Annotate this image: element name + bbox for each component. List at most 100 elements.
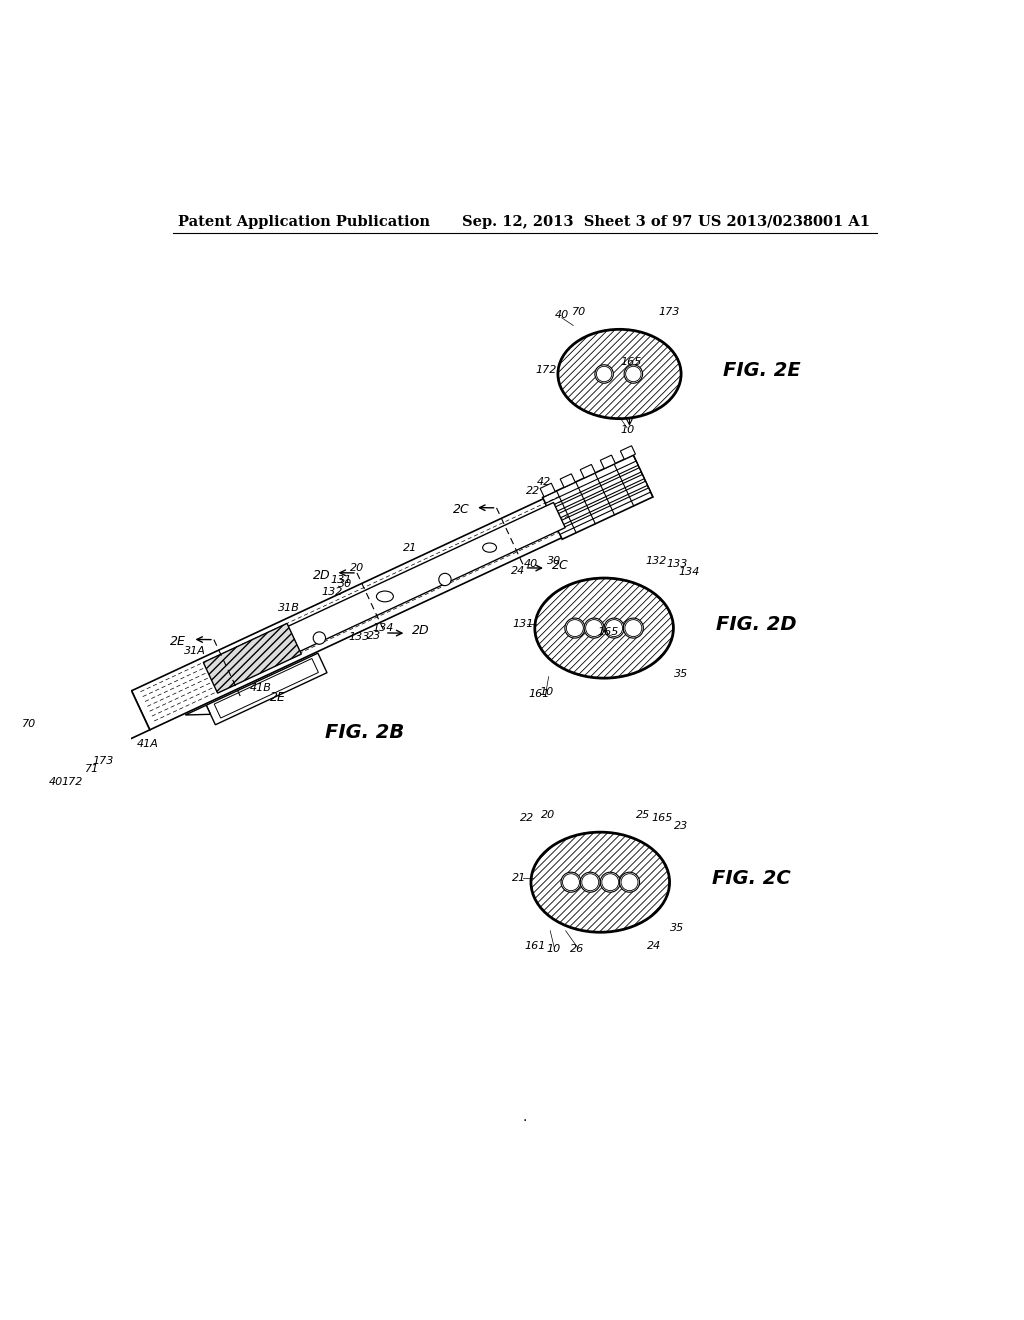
- Polygon shape: [552, 474, 644, 521]
- Text: 172: 172: [536, 366, 557, 375]
- Text: 10: 10: [547, 944, 561, 954]
- Text: 42: 42: [537, 477, 551, 487]
- Circle shape: [566, 619, 584, 636]
- Text: 133: 133: [348, 632, 370, 642]
- Text: 35: 35: [670, 924, 684, 933]
- Text: 31B: 31B: [279, 603, 300, 612]
- Text: 10: 10: [621, 425, 634, 436]
- Text: 35: 35: [674, 669, 688, 680]
- Text: 40: 40: [555, 310, 569, 321]
- Polygon shape: [621, 446, 636, 459]
- Text: 40: 40: [48, 777, 62, 787]
- Text: 20: 20: [541, 810, 555, 820]
- Circle shape: [586, 619, 602, 636]
- Polygon shape: [540, 483, 555, 496]
- Polygon shape: [555, 482, 647, 528]
- Text: 2D: 2D: [312, 569, 330, 582]
- Text: 172: 172: [61, 777, 83, 787]
- Text: 26: 26: [570, 944, 585, 954]
- Polygon shape: [549, 467, 641, 515]
- Circle shape: [562, 874, 580, 891]
- Text: Sep. 12, 2013  Sheet 3 of 97: Sep. 12, 2013 Sheet 3 of 97: [462, 215, 692, 228]
- Text: 2C: 2C: [453, 503, 469, 516]
- Ellipse shape: [377, 591, 393, 602]
- Text: 23: 23: [368, 631, 381, 642]
- Text: 165: 165: [621, 358, 642, 367]
- Text: FIG. 2C: FIG. 2C: [712, 869, 791, 888]
- Text: 71: 71: [85, 764, 99, 774]
- Polygon shape: [274, 503, 565, 657]
- Text: 21: 21: [512, 874, 526, 883]
- Circle shape: [582, 874, 599, 891]
- Text: 22: 22: [520, 813, 535, 824]
- Text: 173: 173: [93, 755, 114, 766]
- Text: US 2013/0238001 A1: US 2013/0238001 A1: [697, 215, 869, 228]
- Text: 100: 100: [624, 399, 647, 412]
- Text: 24: 24: [647, 941, 662, 952]
- Polygon shape: [206, 653, 327, 725]
- Circle shape: [581, 873, 600, 892]
- Text: 134: 134: [373, 623, 394, 632]
- Text: 134: 134: [678, 566, 699, 577]
- Text: 161: 161: [524, 941, 546, 952]
- Polygon shape: [185, 705, 211, 715]
- Polygon shape: [131, 488, 583, 730]
- Text: 131: 131: [513, 619, 534, 630]
- Ellipse shape: [482, 543, 497, 552]
- Circle shape: [604, 618, 625, 638]
- Polygon shape: [546, 461, 638, 508]
- Polygon shape: [558, 488, 650, 535]
- Ellipse shape: [439, 573, 452, 586]
- Text: 41A: 41A: [137, 738, 159, 748]
- Text: 24: 24: [511, 566, 524, 577]
- Circle shape: [626, 366, 641, 381]
- Circle shape: [602, 874, 618, 891]
- Polygon shape: [214, 659, 318, 718]
- Circle shape: [620, 873, 640, 892]
- Text: 2C: 2C: [552, 560, 568, 573]
- Text: 31A: 31A: [183, 645, 206, 656]
- Circle shape: [565, 618, 585, 638]
- Polygon shape: [55, 690, 150, 760]
- Text: 132: 132: [646, 556, 668, 566]
- Text: 2E: 2E: [170, 635, 186, 648]
- Polygon shape: [543, 455, 653, 540]
- Text: 23: 23: [674, 821, 688, 832]
- Polygon shape: [560, 474, 575, 487]
- Text: FIG. 2D: FIG. 2D: [716, 615, 797, 634]
- Text: 21: 21: [402, 543, 417, 553]
- Text: 2D: 2D: [412, 624, 429, 638]
- Circle shape: [584, 618, 604, 638]
- Text: 40: 40: [524, 560, 538, 569]
- Polygon shape: [204, 623, 301, 693]
- Text: 30: 30: [547, 556, 561, 566]
- Ellipse shape: [531, 832, 670, 932]
- Ellipse shape: [535, 578, 674, 678]
- Polygon shape: [581, 465, 595, 478]
- Text: FIG. 2E: FIG. 2E: [724, 360, 801, 380]
- Text: FIG. 2B: FIG. 2B: [326, 723, 404, 742]
- Ellipse shape: [313, 632, 326, 644]
- Text: 70: 70: [572, 308, 587, 317]
- Circle shape: [624, 618, 643, 638]
- Ellipse shape: [558, 330, 681, 418]
- Polygon shape: [600, 455, 615, 469]
- Circle shape: [595, 364, 613, 383]
- Text: 2E: 2E: [269, 692, 286, 704]
- Text: 165: 165: [597, 627, 618, 638]
- Circle shape: [621, 874, 638, 891]
- Text: 173: 173: [658, 308, 680, 317]
- Circle shape: [561, 873, 581, 892]
- Circle shape: [605, 619, 623, 636]
- Text: 30: 30: [338, 579, 352, 590]
- Circle shape: [600, 873, 621, 892]
- Text: 70: 70: [23, 719, 37, 729]
- Polygon shape: [61, 735, 80, 750]
- Text: 10: 10: [540, 686, 554, 697]
- Text: 131: 131: [331, 576, 352, 585]
- Circle shape: [625, 364, 643, 383]
- Text: 41B: 41B: [250, 682, 271, 693]
- Text: .: .: [522, 1110, 527, 1125]
- Text: 22: 22: [525, 486, 540, 496]
- Text: 132: 132: [322, 587, 343, 597]
